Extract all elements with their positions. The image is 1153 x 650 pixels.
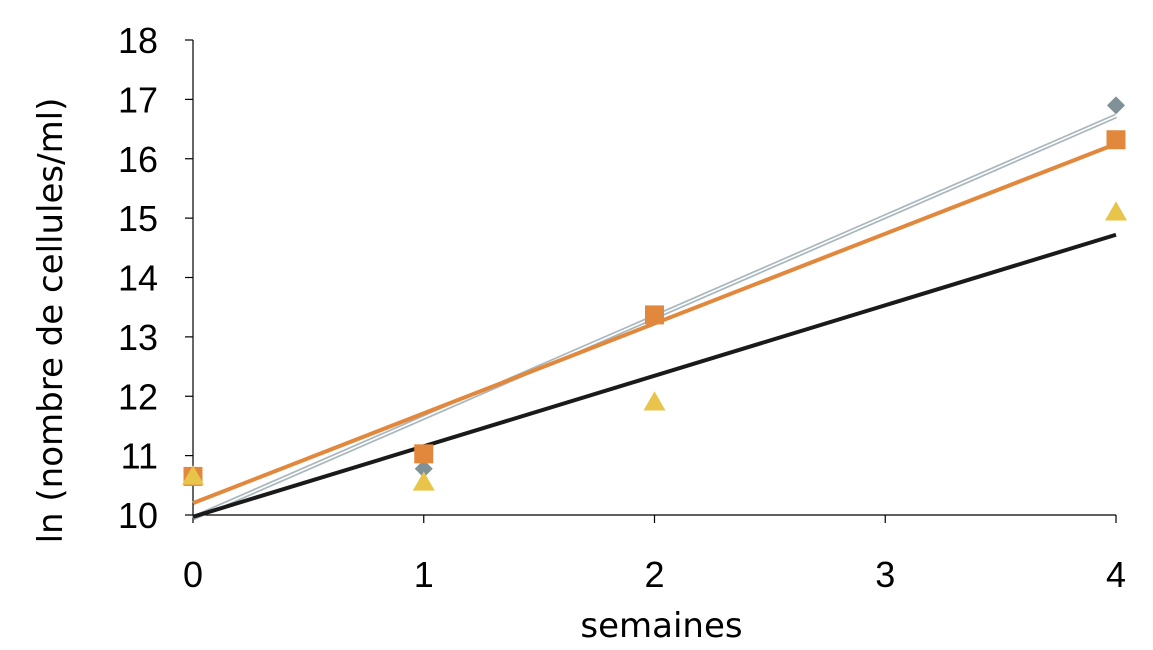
- x-axis-title: semaines: [580, 606, 742, 646]
- y-tick-label: 12: [118, 376, 158, 417]
- square-point: [645, 305, 664, 325]
- y-tick-label: 11: [121, 436, 158, 477]
- x-tick-label: 1: [414, 554, 434, 595]
- x-tick-label: 3: [875, 554, 895, 595]
- y-tick-label: 10: [118, 495, 158, 536]
- y-tick-label: 14: [118, 258, 158, 299]
- square-point: [1106, 130, 1126, 150]
- triangle-point: [182, 465, 204, 485]
- diamond-point: [1107, 96, 1125, 115]
- y-tick-label: 13: [118, 317, 158, 358]
- triangle-point: [1105, 201, 1127, 221]
- x-tick-label: 4: [1106, 554, 1126, 595]
- square-point: [414, 444, 434, 464]
- trendline-3: [192, 232, 1117, 519]
- triangle-point: [643, 391, 666, 411]
- y-tick-label: 18: [118, 20, 158, 61]
- data-markers: [182, 96, 1127, 491]
- x-tick-label: 2: [644, 554, 664, 595]
- y-axis-title: ln (nombre de cellules/ml): [31, 98, 71, 544]
- y-tick-label: 16: [118, 139, 158, 180]
- y-tick-label: 15: [118, 198, 158, 239]
- y-tick-label: 17: [118, 79, 158, 120]
- diamond-point: [414, 459, 433, 478]
- triangle-point: [412, 471, 435, 491]
- x-tick-label: 0: [183, 554, 203, 595]
